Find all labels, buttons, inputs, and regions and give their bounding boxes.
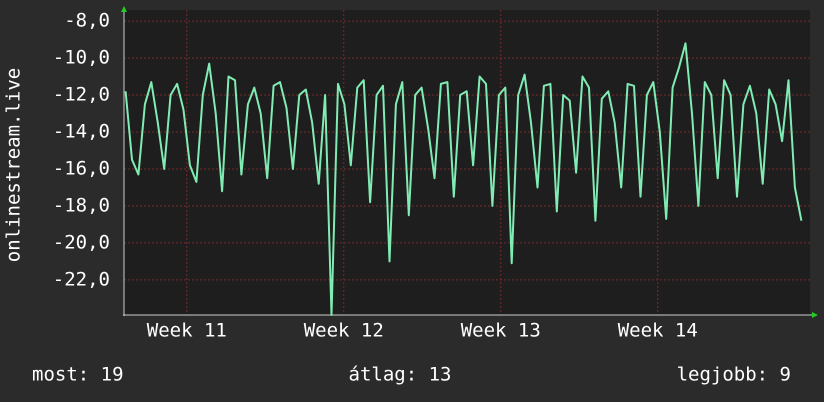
plot-area (124, 10, 810, 315)
footer-best: legjobb: 9 (677, 364, 791, 386)
y-tick-label: -12,0 (53, 84, 110, 106)
x-tick-label: Week 14 (618, 320, 698, 342)
data-line (124, 42, 803, 316)
y-tick-label: -22,0 (53, 268, 110, 290)
footer-current: most: 19 (32, 364, 124, 386)
axis-arrow (812, 312, 818, 318)
y-tick-label: -18,0 (53, 194, 110, 216)
footer-average: átlag: 13 (349, 364, 452, 386)
y-tick-label: -20,0 (53, 231, 110, 253)
y-axis-label: onlinestream.live (3, 68, 25, 262)
x-tick-label: Week 11 (147, 320, 227, 342)
grid (124, 10, 810, 315)
x-tick-label: Week 12 (304, 320, 384, 342)
x-tick-label: Week 13 (461, 320, 541, 342)
y-tick-label: -16,0 (53, 157, 110, 179)
y-tick-label: -10,0 (53, 47, 110, 69)
y-tick-label: -14,0 (53, 121, 110, 143)
y-tick-label: -8,0 (64, 10, 110, 32)
axis-arrow (121, 6, 127, 12)
